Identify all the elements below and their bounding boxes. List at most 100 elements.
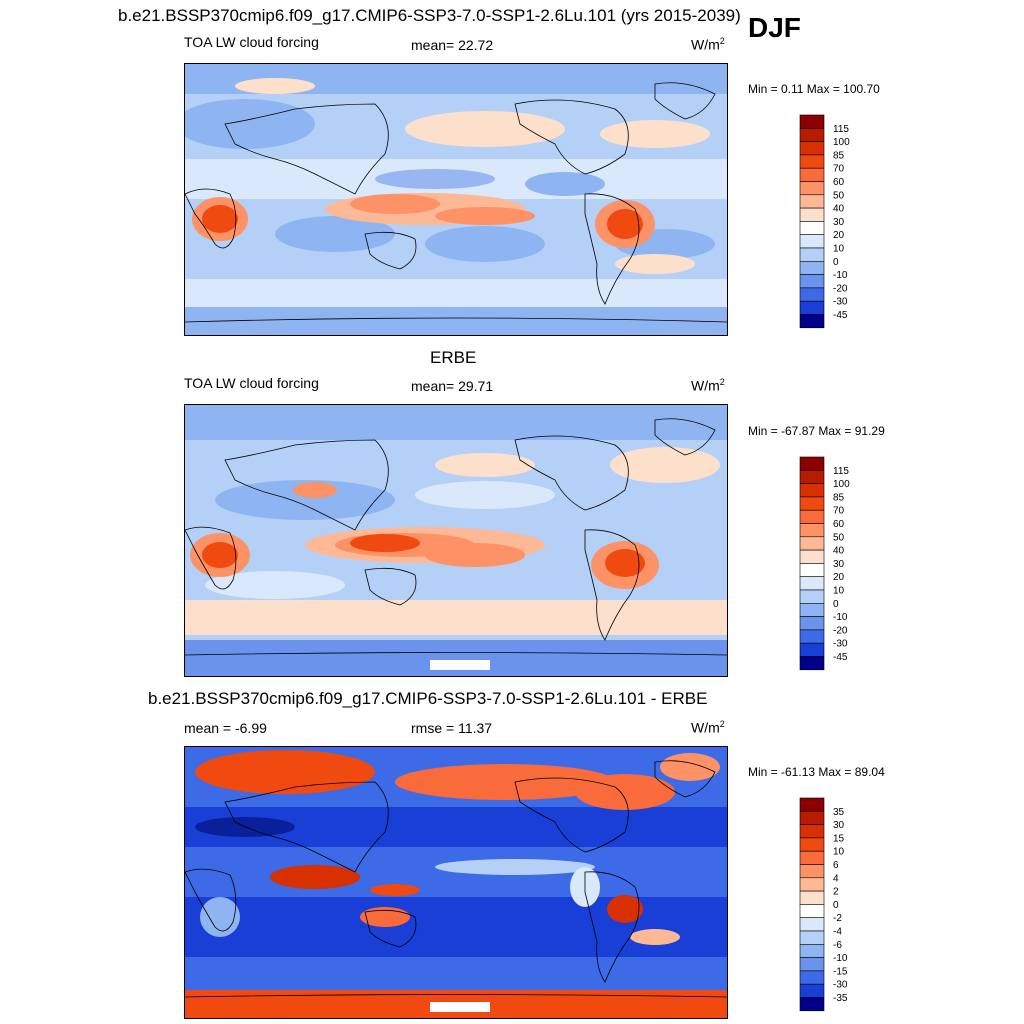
- colorbar-tick-label: -4: [833, 927, 842, 938]
- colorbar-tick-label: 20: [833, 230, 845, 241]
- panel-1-units: W/m2: [691, 36, 725, 53]
- colorbar-swatch: [799, 314, 825, 329]
- colorbar-tick-label: -30: [833, 297, 848, 308]
- colorbar-tick-label: -35: [833, 993, 848, 1004]
- panel-3-units: W/m2: [691, 719, 725, 736]
- colorbar-tick-label: 60: [833, 519, 845, 530]
- colorbar-swatch: [799, 970, 825, 985]
- colorbar-tick-label: -10: [833, 953, 848, 964]
- colorbar-swatch: [799, 194, 825, 209]
- colorbar-swatch: [799, 549, 825, 564]
- panel-3-minmax: Min = -61.13 Max = 89.04: [748, 765, 885, 779]
- colorbar-swatch: [799, 904, 825, 919]
- colorbar-tick-label: 6: [833, 860, 839, 871]
- colorbar-tick-label: -6: [833, 940, 842, 951]
- colorbar-swatch: [799, 864, 825, 879]
- colorbar-swatch: [799, 563, 825, 578]
- colorbar-tick-label: -10: [833, 270, 848, 281]
- panel-2-variable-label: TOA LW cloud forcing: [184, 375, 319, 391]
- colorbar-swatch: [799, 917, 825, 932]
- colorbar-tick-label: 0: [833, 900, 839, 911]
- colorbar-tick-label: 4: [833, 873, 839, 884]
- colorbar-swatch: [799, 811, 825, 825]
- colorbar-tick-label: 35: [833, 807, 845, 818]
- colorbar-tick-label: -20: [833, 283, 848, 294]
- panel-2-colorbar: 115 100 85 70 60 50 40 30 20 10 0 -10 -20 -30 -45: [799, 456, 870, 672]
- colorbar-tick-label: 30: [833, 559, 845, 570]
- colorbar-swatch: [799, 930, 825, 945]
- colorbar-swatch: [799, 850, 825, 865]
- colorbar-swatch: [799, 890, 825, 905]
- colorbar-tick-label: 20: [833, 572, 845, 583]
- panel-3-rmse-label: rmse = 11.37: [411, 720, 493, 736]
- colorbar-swatch: [799, 141, 825, 156]
- panel-3-mean-label: mean = -6.99: [184, 720, 267, 736]
- panel-2-mean-label: mean= 29.71: [411, 378, 494, 394]
- colorbar-swatch: [799, 181, 825, 196]
- colorbar-swatch: [799, 837, 825, 852]
- colorbar-swatch: [799, 536, 825, 551]
- colorbar-tick-label: 100: [833, 137, 850, 148]
- colorbar-tick-label: 15: [833, 833, 845, 844]
- colorbar-tick-label: 0: [833, 257, 839, 268]
- panel-1-colorbar: 115 100 85 70 60 50 40 30 20 10 0 -10 -20 -30 -45: [799, 114, 870, 330]
- panel-2-title: ERBE: [430, 348, 477, 367]
- panel-1-minmax: Min = 0.11 Max = 100.70: [748, 82, 880, 96]
- colorbar-tick-label: 30: [833, 217, 845, 228]
- colorbar-tick-label: 60: [833, 177, 845, 188]
- colorbar-tick-label: -30: [833, 980, 848, 991]
- colorbar-swatch: [799, 496, 825, 511]
- colorbar-swatch: [799, 300, 825, 315]
- colorbar-swatch: [799, 824, 825, 839]
- colorbar-tick-label: 2: [833, 887, 839, 898]
- colorbar-tick-label: 50: [833, 532, 845, 543]
- colorbar-swatch: [799, 576, 825, 591]
- colorbar-swatch: [799, 523, 825, 538]
- panel-1-variable-label: TOA LW cloud forcing: [184, 34, 319, 50]
- colorbar-swatch: [799, 997, 825, 1012]
- panel-2-map: [184, 404, 728, 677]
- colorbar-tick-label: -20: [833, 625, 848, 636]
- colorbar-swatch: [799, 128, 825, 142]
- colorbar-swatch: [799, 287, 825, 302]
- season-label: DJF: [748, 12, 801, 43]
- colorbar-swatch: [799, 207, 825, 222]
- colorbar-swatch: [799, 944, 825, 958]
- colorbar-tick-label: -45: [833, 310, 848, 321]
- colorbar-swatch: [799, 247, 825, 262]
- colorbar-swatch: [799, 483, 825, 498]
- colorbar-swatch: [799, 261, 825, 275]
- colorbar-tick-label: 115: [833, 124, 849, 135]
- colorbar-tick-label: 0: [833, 599, 839, 610]
- panel-1-title: b.e21.BSSP370cmip6.f09_g17.CMIP6-SSP3-7.…: [118, 6, 741, 25]
- colorbar-tick-label: 70: [833, 164, 845, 175]
- colorbar-swatch: [799, 656, 825, 671]
- colorbar-swatch: [799, 221, 825, 236]
- colorbar-tick-label: -45: [833, 652, 848, 663]
- colorbar-tick-label: -15: [833, 966, 848, 977]
- colorbar-swatch: [799, 877, 825, 892]
- colorbar-swatch: [799, 154, 825, 169]
- colorbar-swatch: [799, 589, 825, 604]
- colorbar-swatch: [799, 274, 825, 289]
- colorbar-swatch: [799, 616, 825, 631]
- colorbar-swatch: [799, 957, 825, 972]
- colorbar-tick-label: 40: [833, 546, 845, 557]
- colorbar-swatch: [799, 470, 825, 484]
- panel-1-mean-label: mean= 22.72: [411, 37, 494, 53]
- colorbar-tick-label: 115: [833, 466, 849, 477]
- colorbar-tick-label: -2: [833, 913, 842, 924]
- colorbar-tick-label: 85: [833, 150, 845, 161]
- colorbar-swatch: [799, 983, 825, 998]
- panel-3-colorbar: 35 30 15 10 6 4 2 0 -2 -4 -6 -10 -15 -30 -35: [799, 797, 870, 1013]
- colorbar-swatch: [799, 642, 825, 657]
- colorbar-tick-label: 10: [833, 586, 845, 597]
- panel-2-minmax: Min = -67.87 Max = 91.29: [748, 424, 885, 438]
- colorbar-swatch: [799, 167, 825, 182]
- panel-3-title: b.e21.BSSP370cmip6.f09_g17.CMIP6-SSP3-7.…: [148, 689, 708, 708]
- colorbar-swatch: [799, 629, 825, 644]
- colorbar-tick-label: 50: [833, 190, 845, 201]
- colorbar-tick-label: -30: [833, 639, 848, 650]
- colorbar-tick-label: 10: [833, 847, 845, 858]
- colorbar-tick-label: 85: [833, 492, 845, 503]
